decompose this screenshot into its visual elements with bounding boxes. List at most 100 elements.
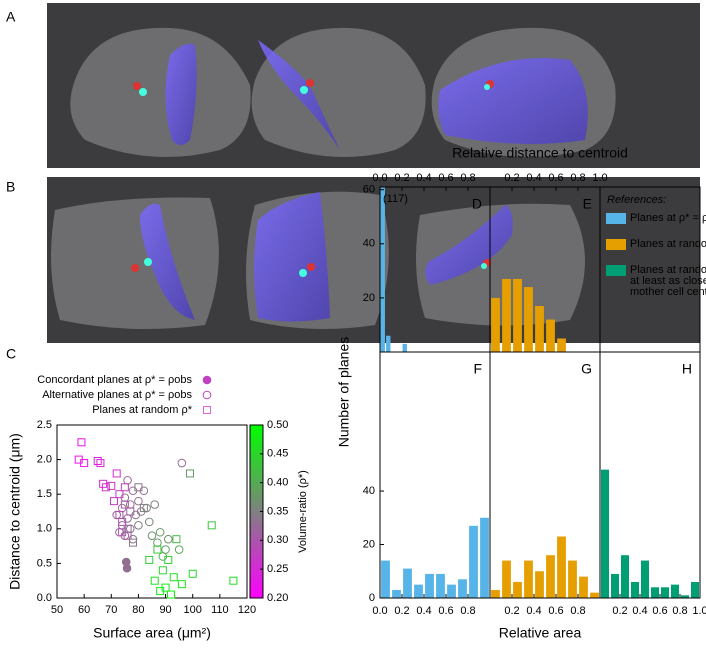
x-tick-label: 0.2: [394, 605, 409, 617]
bar: [579, 576, 588, 598]
point: [161, 583, 170, 592]
panel-label: A: [6, 9, 16, 25]
bar: [513, 581, 522, 598]
references-title: References:: [607, 194, 666, 206]
colorbar-tick-label: 0.20: [267, 592, 288, 604]
point: [186, 469, 194, 478]
point: [80, 459, 89, 468]
panel-letter: H: [682, 361, 692, 377]
legend-marker: [202, 375, 212, 385]
x-tick-label: 50: [51, 604, 63, 616]
legend-label: Planes at random ρ*: [630, 264, 706, 276]
bar: [641, 560, 649, 598]
point: [112, 469, 121, 478]
point: [155, 527, 165, 537]
point: [164, 555, 173, 564]
y-tick-label: 1.0: [37, 523, 52, 535]
legend-label: mother cell centroid: [630, 286, 706, 298]
x-tick-label: 0.4: [526, 605, 541, 617]
x-axis-label: Surface area (μm²): [93, 625, 211, 641]
y-tick-label: 1.5: [37, 488, 52, 500]
histogram-bars: [381, 517, 489, 598]
bar: [386, 335, 391, 352]
histogram-bars: [491, 278, 566, 352]
panel-label: B: [6, 179, 15, 195]
panel-letter: F: [473, 361, 482, 377]
bar: [535, 306, 544, 352]
point: [167, 590, 175, 599]
y-tick-label: 2.5: [37, 419, 52, 431]
x-tick-label: 0.2: [504, 172, 519, 184]
point: [153, 538, 162, 547]
panel-frame: [599, 351, 701, 599]
legend-swatch: [606, 265, 626, 276]
bar: [661, 587, 669, 598]
point: [188, 569, 197, 578]
colorbar-tick-label: 0.35: [267, 505, 288, 517]
bar: [691, 581, 699, 598]
bar: [491, 589, 500, 598]
plot-frame: [56, 424, 248, 599]
panel-letter: D: [472, 196, 482, 212]
x-tick-label: 120: [238, 604, 256, 616]
bar: [458, 579, 467, 598]
x-tick-label: 90: [159, 604, 171, 616]
top-x-label: Relative distance to centroid: [452, 145, 628, 161]
legend-label: at least as close to: [630, 275, 706, 287]
render-a: [47, 3, 700, 168]
bottom-x-label: Relative area: [499, 625, 582, 641]
x-tick-label: 0.4: [416, 172, 431, 184]
x-tick-label: 110: [211, 604, 229, 616]
panel-letter: G: [581, 361, 592, 377]
histogram-bars: [491, 536, 599, 598]
x-tick-label: 0.8: [460, 172, 475, 184]
y-tick-label: 0.5: [37, 557, 52, 569]
histogram-bars: [601, 469, 699, 598]
x-tick-label: 0.6: [438, 605, 453, 617]
point: [134, 483, 143, 492]
colorbar-tick-label: 0.30: [267, 534, 288, 546]
point: [134, 521, 143, 530]
render-b: [47, 177, 700, 343]
x-tick-label: 0.0: [372, 172, 387, 184]
point: [158, 566, 167, 575]
bar: [590, 592, 599, 598]
bar: [380, 187, 385, 352]
y-tick-label: 40: [363, 238, 375, 250]
bar: [557, 536, 566, 598]
hist-y-label: Number of planes: [336, 337, 352, 448]
colorbar-tick-label: 0.50: [267, 419, 288, 431]
y-tick-label: 40: [363, 485, 375, 497]
panel-letter: E: [583, 196, 592, 212]
x-tick-label: 0.6: [548, 172, 563, 184]
histogram-bars: [380, 187, 407, 352]
bar: [651, 587, 659, 598]
bar: [611, 573, 619, 598]
point: [96, 459, 105, 468]
colorbar-tick-label: 0.40: [267, 477, 288, 489]
y-tick-label: 0.0: [37, 592, 52, 604]
x-tick-label: 0.6: [652, 605, 667, 617]
bar: [381, 560, 390, 598]
point: [142, 503, 151, 513]
bar: [402, 343, 407, 352]
x-tick-label: 0.8: [570, 605, 585, 617]
point: [150, 500, 160, 509]
bar: [502, 278, 511, 352]
x-tick-label: 60: [78, 604, 90, 616]
point: [139, 504, 148, 513]
bar: [601, 469, 609, 598]
point: [145, 555, 154, 564]
x-tick-label: 100: [184, 604, 202, 616]
bar: [403, 568, 412, 598]
x-tick-label: 0.4: [632, 605, 647, 617]
bar: [502, 560, 511, 598]
x-tick-label: 0.2: [394, 172, 409, 184]
point: [125, 500, 135, 509]
legend-marker: [202, 390, 212, 400]
panel-label: C: [6, 346, 16, 362]
point: [144, 517, 154, 527]
point: [153, 545, 162, 554]
legend-label: Planes at random ρ*: [92, 404, 193, 416]
bar: [568, 560, 577, 598]
